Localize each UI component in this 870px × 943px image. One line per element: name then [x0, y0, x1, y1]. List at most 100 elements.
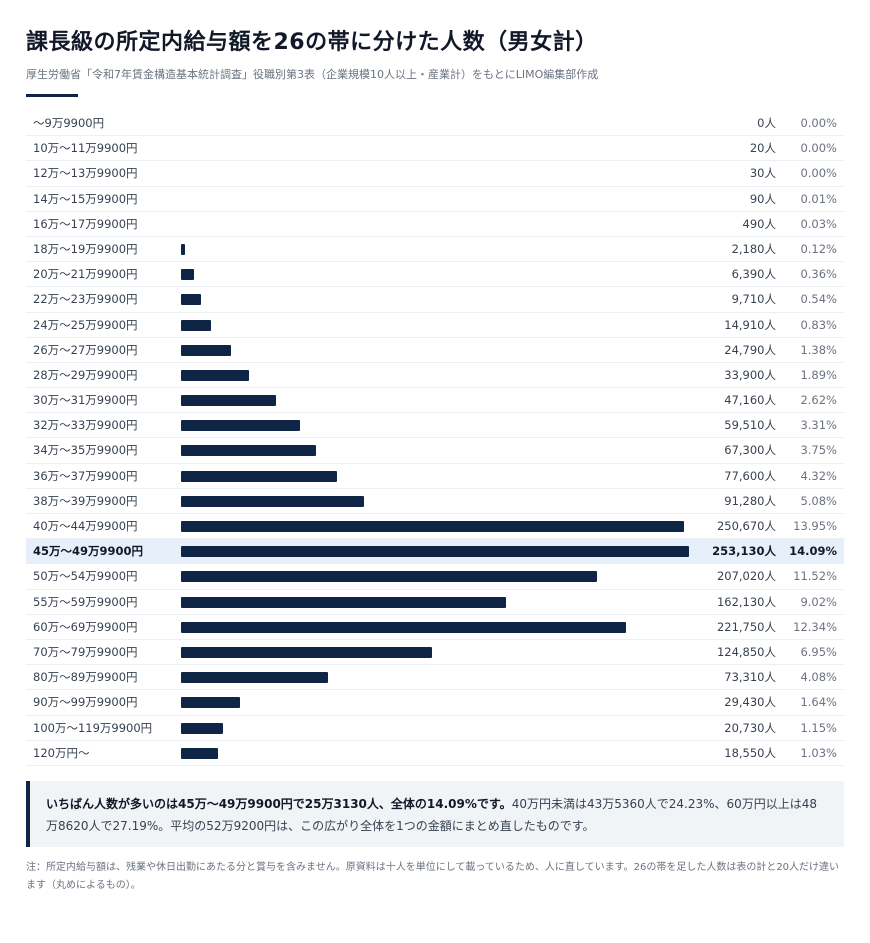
category-label: 55万～59万9900円 [33, 594, 138, 609]
category-label: 90万～99万9900円 [33, 695, 138, 710]
percent-label: 14.09% [789, 544, 837, 559]
bar [181, 697, 241, 709]
table-row: 28万～29万9900円 33,900人 1.89% [26, 363, 844, 389]
table-row: 45万～49万9900円 253,130人 14.09% [26, 539, 844, 565]
bar [181, 395, 276, 407]
category-label: 120万円～ [33, 745, 90, 760]
count-label: 0人 [757, 116, 776, 130]
percent-label: 1.15% [800, 720, 837, 735]
percent-label: 0.54% [800, 292, 837, 307]
summary-text: 40万円未満は43万5360人で24.23%、60万円以上は48万8620人で2… [46, 797, 818, 833]
percent-label: 9.02% [800, 594, 837, 609]
category-label: ～9万9900円 [33, 116, 105, 130]
summary-box: いちばん人数が多いのは45万～49万9900円で25万3130人、全体の14.0… [26, 781, 844, 847]
percent-label: 6.95% [800, 644, 837, 659]
table-row: 14万～15万9900円 90人 0.01% [26, 187, 844, 212]
percent-label: 0.00% [800, 116, 837, 130]
bar [181, 722, 223, 734]
bar [181, 621, 626, 633]
count-label: 253,130人 [712, 544, 776, 559]
percent-label: 0.03% [800, 216, 837, 231]
count-label: 29,430人 [724, 695, 776, 710]
bar [181, 319, 211, 331]
table-row: 90万～99万9900円 29,430人 1.64% [26, 690, 844, 716]
percent-label: 0.01% [800, 191, 837, 206]
bar [181, 521, 685, 532]
bar [181, 495, 365, 507]
count-label: 77,600人 [724, 468, 776, 483]
count-label: 162,130人 [716, 594, 776, 609]
table-row: 30万～31万9900円 47,160人 2.62% [26, 388, 844, 414]
percent-label: 2.62% [800, 393, 837, 408]
table-row: ～9万9900円 0人 0.00% [26, 111, 844, 137]
table-row: 10万～11万9900円 20人 0.00% [26, 136, 844, 162]
category-label: 24万～25万9900円 [33, 317, 138, 332]
count-label: 67,300人 [724, 443, 776, 458]
count-label: 250,670人 [716, 519, 776, 533]
percent-label: 1.64% [800, 695, 837, 710]
category-label: 45万～49万9900円 [33, 544, 144, 559]
percent-label: 3.75% [800, 443, 837, 458]
table-row: 55万～59万9900円 162,130人 9.02% [26, 590, 844, 615]
category-label: 36万～37万9900円 [33, 468, 138, 483]
percent-label: 0.36% [800, 267, 837, 282]
category-label: 16万～17万9900円 [33, 216, 138, 231]
table-row: 18万～19万9900円 2,180人 0.12% [26, 237, 844, 263]
count-label: 30人 [749, 166, 776, 181]
bar [181, 546, 689, 558]
table-row: 16万～17万9900円 490人 0.03% [26, 212, 844, 237]
table-row: 70万～79万9900円 124,850人 6.95% [26, 640, 844, 666]
bar [181, 747, 219, 759]
percent-label: 13.95% [793, 519, 837, 533]
category-label: 34万～35万9900円 [33, 443, 138, 458]
bar [181, 470, 337, 482]
percent-label: 11.52% [793, 569, 837, 584]
percent-label: 0.12% [800, 241, 837, 256]
summary-highlight: いちばん人数が多いのは45万～49万9900円で25万3130人、全体の14.0… [46, 797, 512, 811]
percent-label: 4.08% [800, 670, 837, 685]
table-row: 120万円～ 18,550人 1.03% [26, 741, 844, 766]
chart-title: 課長級の所定内給与額を26の帯に分けた人数（男女計） [26, 30, 598, 55]
table-row: 50万～54万9900円 207,020人 11.52% [26, 564, 844, 590]
category-label: 20万～21万9900円 [33, 267, 138, 282]
count-label: 20,730人 [724, 720, 776, 735]
category-label: 38万～39万9900円 [33, 493, 138, 508]
category-label: 32万～33万9900円 [33, 418, 138, 433]
category-label: 50万～54万9900円 [33, 569, 138, 584]
count-label: 47,160人 [724, 393, 776, 408]
category-label: 26万～27万9900円 [33, 342, 138, 357]
category-label: 30万～31万9900円 [33, 393, 138, 408]
title-accent-bar [26, 94, 78, 97]
count-label: 2,180人 [731, 241, 776, 256]
category-label: 18万～19万9900円 [33, 241, 138, 256]
category-label: 28万～29万9900円 [33, 367, 138, 382]
category-label: 14万～15万9900円 [33, 191, 138, 206]
percent-label: 0.00% [800, 166, 837, 181]
table-row: 26万～27万9900円 24,790人 1.38% [26, 338, 844, 363]
table-row: 80万～89万9900円 73,310人 4.08% [26, 665, 844, 691]
category-label: 12万～13万9900円 [33, 166, 138, 181]
count-label: 73,310人 [724, 670, 776, 685]
percent-label: 0.83% [800, 317, 837, 332]
bar [181, 646, 432, 658]
percent-label: 0.00% [800, 141, 837, 156]
count-label: 6,390人 [731, 267, 776, 282]
table-row: 12万～13万9900円 30人 0.00% [26, 161, 844, 187]
chart-subtitle: 厚生労働省「令和7年賃金構造基本統計調査」役職別第3表（企業規模10人以上・産業… [26, 68, 599, 81]
percent-label: 1.03% [800, 745, 837, 760]
count-label: 33,900人 [724, 367, 776, 382]
table-row: 36万～37万9900円 77,600人 4.32% [26, 464, 844, 489]
count-label: 9,710人 [731, 292, 776, 307]
bar [181, 344, 231, 356]
category-label: 80万～89万9900円 [33, 670, 138, 685]
bar-chart: ～9万9900円 0人 0.00% 10万～11万9900円 20人 0.00% 12万～1… [26, 111, 844, 766]
percent-label: 12.34% [793, 619, 837, 634]
table-row: 22万～23万9900円 9,710人 0.54% [26, 287, 844, 313]
percent-label: 3.31% [800, 418, 837, 433]
category-label: 60万～69万9900円 [33, 619, 138, 634]
category-label: 10万～11万9900円 [33, 141, 138, 156]
footnote: 注：所定内給与額は、残業や休日出勤にあたる分と賞与を含みません。原資料は十人を単… [26, 862, 840, 891]
table-row: 40万～44万9900円 250,670人 13.95% [26, 514, 844, 540]
table-row: 32万～33万9900円 59,510人 3.31% [26, 413, 844, 439]
count-label: 207,020人 [716, 569, 776, 584]
